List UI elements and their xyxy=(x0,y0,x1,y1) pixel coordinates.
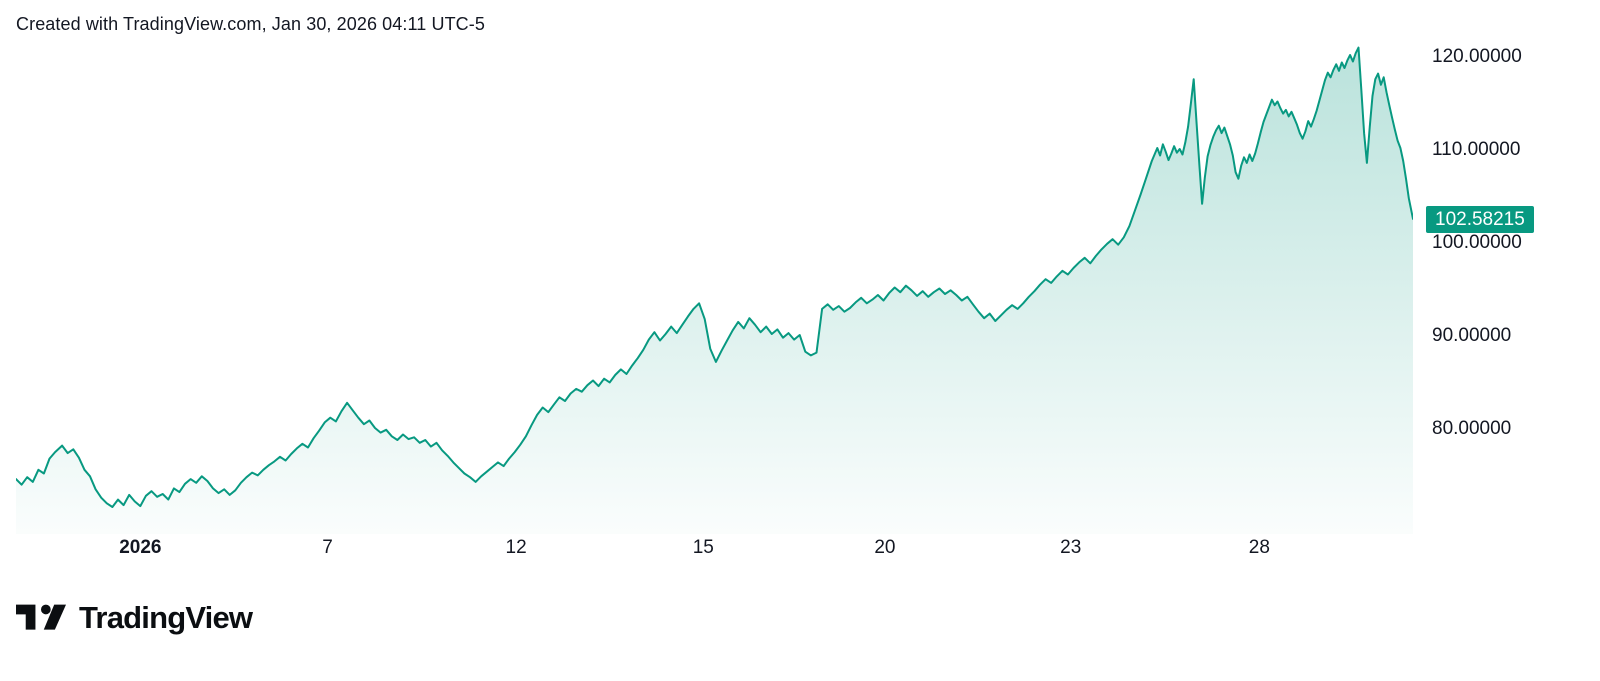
price-chart[interactable] xyxy=(16,42,1413,534)
tradingview-logo-icon xyxy=(16,604,66,630)
x-axis-label: 20 xyxy=(874,537,896,558)
y-axis-label: 120.00000 xyxy=(1432,45,1522,67)
x-axis-label: 7 xyxy=(322,537,333,558)
attribution-text: Created with TradingView.com, Jan 30, 20… xyxy=(16,14,485,34)
last-price-badge: 102.58215 xyxy=(1426,205,1534,233)
price-line xyxy=(16,46,1413,508)
tradingview-logo-link[interactable]: TradingView xyxy=(16,598,253,638)
x-axis-label: 23 xyxy=(1060,537,1082,558)
price-area xyxy=(16,47,1413,534)
x-axis-label: 2026 xyxy=(119,537,162,558)
y-axis-label: 110.00000 xyxy=(1432,138,1521,160)
x-axis-label: 15 xyxy=(692,537,714,558)
y-axis-label: 100.00000 xyxy=(1432,231,1522,253)
y-axis-label: 80.00000 xyxy=(1432,417,1512,439)
x-axis-label: 28 xyxy=(1248,537,1270,558)
tradingview-wordmark: TradingView xyxy=(79,600,253,635)
x-axis-label: 12 xyxy=(505,537,527,558)
y-axis-label: 90.00000 xyxy=(1432,324,1512,346)
